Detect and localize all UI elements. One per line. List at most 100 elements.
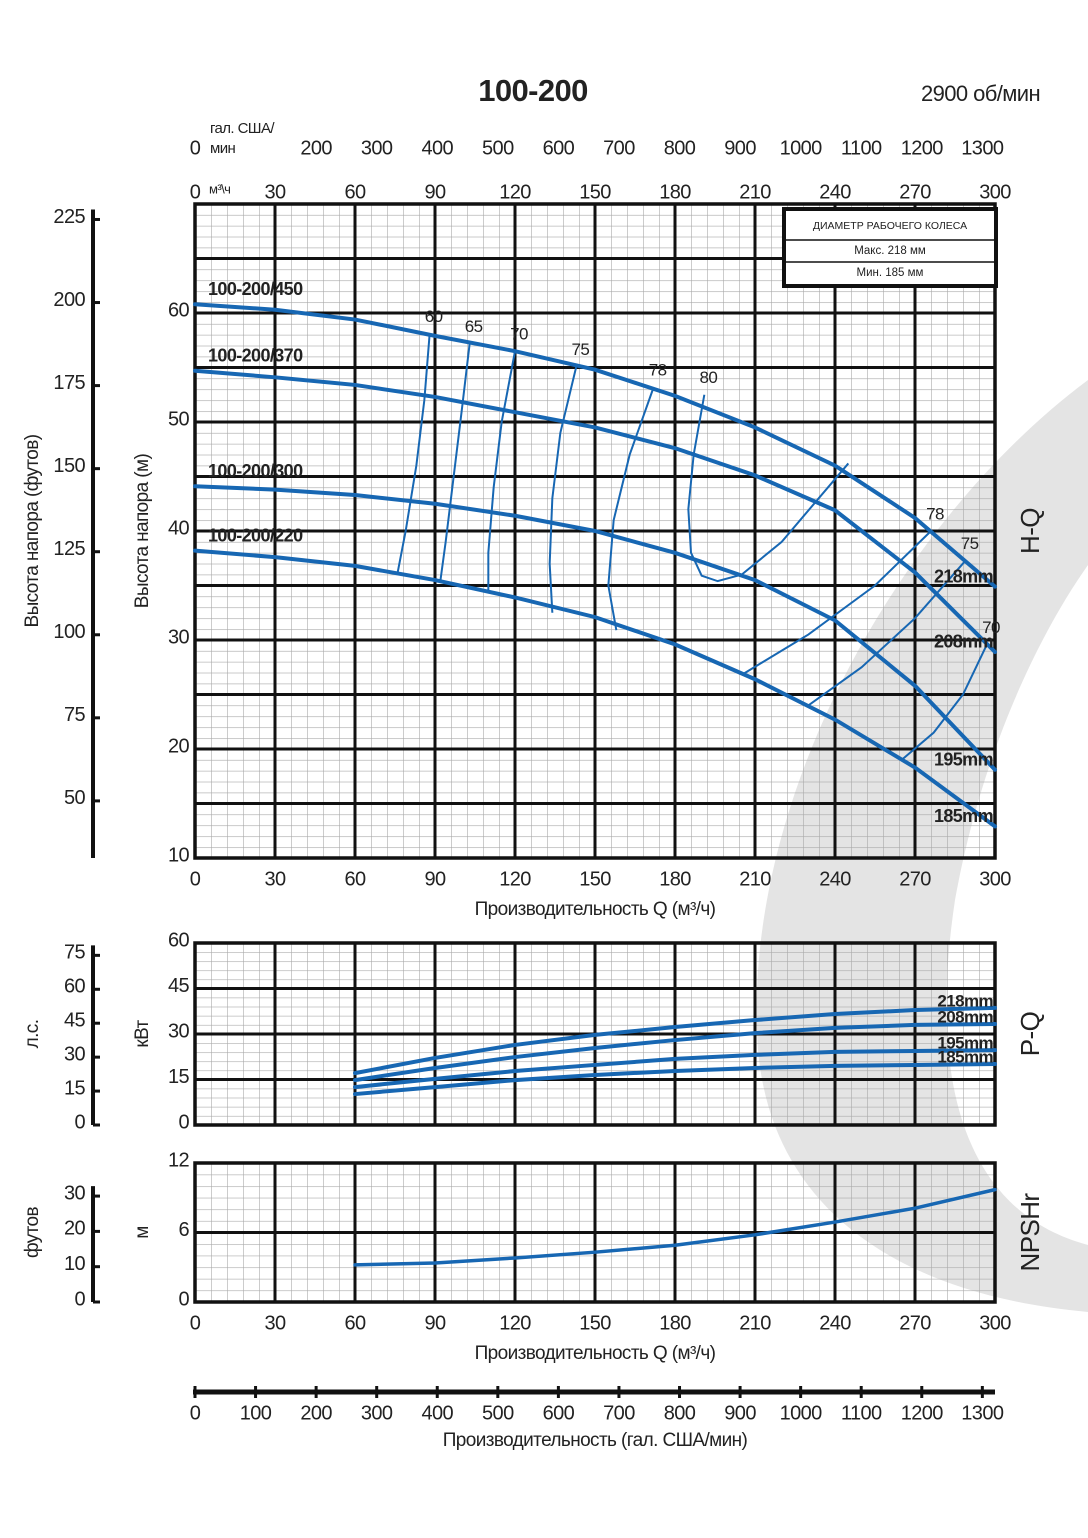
x2-tick-label: 700 bbox=[603, 1402, 635, 1424]
x-tick-label: 120 bbox=[499, 1312, 531, 1334]
efficiency-label: 78 bbox=[649, 361, 667, 380]
box-max: Макс. 218 мм bbox=[854, 245, 926, 257]
box-title: ДИАМЕТР РАБОЧЕГО КОЛЕСА bbox=[813, 220, 967, 232]
y2-tick-label: 225 bbox=[53, 206, 85, 228]
x-tick-label: 240 bbox=[819, 868, 851, 890]
x-top-tick-label: 60 bbox=[344, 181, 366, 203]
x2-axis-title: мин bbox=[210, 140, 235, 157]
efficiency-label: 78 bbox=[926, 504, 944, 523]
x2-tick-label: 200 bbox=[300, 1402, 332, 1424]
x-top-tick-label: 300 bbox=[979, 181, 1011, 203]
x-tick-label: 120 bbox=[499, 868, 531, 890]
efficiency-label: 70 bbox=[510, 325, 528, 344]
y2-tick-label: 20 bbox=[64, 1218, 86, 1240]
efficiency-line bbox=[901, 643, 988, 761]
y2-tick-label: 30 bbox=[64, 1182, 86, 1204]
side-label: H-Q bbox=[1015, 508, 1045, 554]
x2-tick-label: 400 bbox=[421, 1402, 453, 1424]
series-line bbox=[193, 484, 997, 772]
y2-tick-label: 150 bbox=[53, 455, 85, 477]
plot-frame bbox=[193, 202, 997, 860]
efficiency-line bbox=[487, 350, 516, 591]
series-line bbox=[353, 1048, 997, 1090]
x-top-tick-label: 210 bbox=[739, 181, 771, 203]
efficiency-line bbox=[741, 530, 932, 676]
y-tick-label: 15 bbox=[168, 1066, 190, 1088]
x-tick-label: 90 bbox=[424, 868, 446, 890]
y2-tick-label: 30 bbox=[64, 1043, 86, 1065]
y-tick-label: 0 bbox=[178, 1288, 189, 1310]
y2-tick-label: 175 bbox=[53, 372, 85, 394]
efficiency-label: 70 bbox=[982, 618, 1000, 637]
x2-tick-label: 800 bbox=[664, 1402, 696, 1424]
x2-tick-label: 0 bbox=[190, 1402, 201, 1424]
efficiency-label: 75 bbox=[961, 534, 979, 553]
x2-tick-label: 300 bbox=[361, 137, 393, 159]
y-tick-label: 12 bbox=[168, 1149, 190, 1171]
x2-tick-label: 1300 bbox=[961, 137, 1004, 159]
y-tick-label: 60 bbox=[168, 299, 190, 321]
x-top-tick-label: 150 bbox=[579, 181, 611, 203]
x-tick-label: 0 bbox=[190, 1312, 201, 1334]
y-tick-label: 0 bbox=[178, 1111, 189, 1133]
y-tick-label: 10 bbox=[168, 844, 190, 866]
chart-title: 100-200 bbox=[478, 73, 588, 108]
efficiency-line bbox=[807, 559, 967, 707]
series-line bbox=[193, 302, 997, 589]
x-top-tick-label: 30 bbox=[264, 181, 286, 203]
x2-tick-label: 1100 bbox=[841, 137, 882, 159]
x-tick-label: 60 bbox=[344, 868, 366, 890]
diameter-label: 218mm bbox=[934, 566, 993, 586]
x2-tick-label: 700 bbox=[603, 137, 635, 159]
efficiency-label: 80 bbox=[699, 368, 717, 387]
x-tick-label: 270 bbox=[899, 868, 931, 890]
x-tick-label: 90 bbox=[424, 1312, 446, 1334]
efficiency-line bbox=[548, 366, 578, 613]
efficiency-line bbox=[439, 343, 471, 582]
y-axis-title: Высота напора (м) bbox=[132, 454, 153, 609]
x-top-tick-label: 120 bbox=[499, 181, 531, 203]
diameter-label: 195mm bbox=[934, 749, 993, 769]
side-label: NPSHr bbox=[1015, 1193, 1045, 1272]
x-top-tick-label: 180 bbox=[659, 181, 691, 203]
y2-tick-label: 45 bbox=[64, 1009, 86, 1031]
series-line bbox=[353, 1187, 997, 1267]
x2-tick-label: 1000 bbox=[780, 137, 823, 159]
y-tick-label: 6 bbox=[178, 1219, 189, 1241]
x-top-tick-label: 90 bbox=[424, 181, 446, 203]
series-line bbox=[353, 1062, 997, 1097]
y-tick-label: 45 bbox=[168, 975, 190, 997]
x-tick-label: 150 bbox=[579, 1312, 611, 1334]
curve-label: 185mm bbox=[937, 1048, 993, 1067]
y2-tick-label: 50 bbox=[64, 787, 86, 809]
x2-tick-label: 1300 bbox=[961, 1402, 1004, 1424]
efficiency-label: 60 bbox=[425, 307, 443, 326]
x-tick-label: 270 bbox=[899, 1312, 931, 1334]
efficiency-line bbox=[687, 394, 850, 583]
y2-tick-label: 75 bbox=[64, 942, 86, 964]
curve-label: 100-200/370 bbox=[208, 346, 303, 366]
curve-label: 195mm bbox=[937, 1034, 993, 1053]
y2-tick-label: 75 bbox=[64, 704, 86, 726]
plot-frame bbox=[193, 941, 997, 1127]
x2-tick-label: 300 bbox=[361, 1402, 393, 1424]
x2-tick-label: 600 bbox=[543, 1402, 575, 1424]
series-line bbox=[193, 548, 997, 829]
x-top-tick-label: 240 bbox=[819, 181, 851, 203]
y-tick-label: 30 bbox=[168, 1020, 190, 1042]
x-axis-title: Производительность Q (м³/ч) bbox=[475, 1343, 716, 1364]
curve-label: 218mm bbox=[937, 991, 993, 1010]
x2-tick-label: 200 bbox=[300, 137, 332, 159]
curve-label: 208mm bbox=[937, 1007, 993, 1026]
x2-tick-label: 1000 bbox=[780, 1402, 823, 1424]
diameter-box bbox=[782, 207, 998, 288]
series-line bbox=[193, 368, 997, 654]
x2-tick-label: 1100 bbox=[841, 1402, 882, 1424]
x2-tick-label: 1200 bbox=[901, 137, 944, 159]
curve-label: 100-200/450 bbox=[208, 279, 303, 299]
x2-axis-title: Производительность (гал. США/мин) bbox=[443, 1430, 748, 1451]
speed: 2900 об/мин bbox=[921, 81, 1040, 106]
x-tick-label: 210 bbox=[739, 868, 771, 890]
x2-tick-label: 900 bbox=[724, 1402, 756, 1424]
y-tick-label: 30 bbox=[168, 626, 190, 648]
